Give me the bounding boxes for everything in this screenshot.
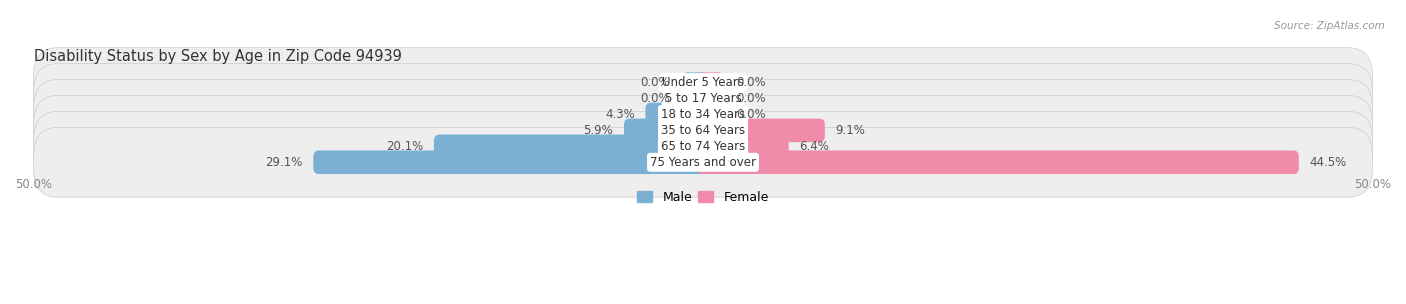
FancyBboxPatch shape bbox=[645, 103, 709, 126]
FancyBboxPatch shape bbox=[34, 112, 1372, 181]
Text: 5.9%: 5.9% bbox=[583, 124, 613, 137]
Text: Under 5 Years: Under 5 Years bbox=[662, 76, 744, 89]
Text: 9.1%: 9.1% bbox=[835, 124, 866, 137]
Text: 0.0%: 0.0% bbox=[640, 92, 669, 105]
Text: 0.0%: 0.0% bbox=[737, 92, 766, 105]
Text: 18 to 34 Years: 18 to 34 Years bbox=[661, 108, 745, 121]
FancyBboxPatch shape bbox=[434, 135, 709, 158]
Text: 0.0%: 0.0% bbox=[737, 108, 766, 121]
FancyBboxPatch shape bbox=[699, 72, 723, 93]
Text: 35 to 64 Years: 35 to 64 Years bbox=[661, 124, 745, 137]
FancyBboxPatch shape bbox=[697, 150, 1299, 174]
Text: 0.0%: 0.0% bbox=[737, 76, 766, 89]
Text: 44.5%: 44.5% bbox=[1309, 156, 1347, 169]
FancyBboxPatch shape bbox=[683, 88, 707, 109]
Text: 65 to 74 Years: 65 to 74 Years bbox=[661, 140, 745, 153]
FancyBboxPatch shape bbox=[34, 95, 1372, 165]
Text: 29.1%: 29.1% bbox=[266, 156, 302, 169]
Text: 4.3%: 4.3% bbox=[605, 108, 634, 121]
Text: 6.4%: 6.4% bbox=[800, 140, 830, 153]
FancyBboxPatch shape bbox=[699, 88, 723, 109]
FancyBboxPatch shape bbox=[34, 48, 1372, 117]
FancyBboxPatch shape bbox=[314, 150, 709, 174]
Text: 20.1%: 20.1% bbox=[385, 140, 423, 153]
Text: 75 Years and over: 75 Years and over bbox=[650, 156, 756, 169]
Text: 0.0%: 0.0% bbox=[640, 76, 669, 89]
Text: Disability Status by Sex by Age in Zip Code 94939: Disability Status by Sex by Age in Zip C… bbox=[34, 49, 401, 64]
Legend: Male, Female: Male, Female bbox=[633, 185, 773, 209]
FancyBboxPatch shape bbox=[697, 119, 825, 142]
Text: 5 to 17 Years: 5 to 17 Years bbox=[665, 92, 741, 105]
FancyBboxPatch shape bbox=[34, 80, 1372, 149]
FancyBboxPatch shape bbox=[697, 135, 789, 158]
FancyBboxPatch shape bbox=[34, 127, 1372, 197]
FancyBboxPatch shape bbox=[683, 72, 707, 93]
Text: Source: ZipAtlas.com: Source: ZipAtlas.com bbox=[1274, 21, 1385, 31]
FancyBboxPatch shape bbox=[34, 64, 1372, 133]
FancyBboxPatch shape bbox=[699, 104, 723, 125]
FancyBboxPatch shape bbox=[624, 119, 709, 142]
